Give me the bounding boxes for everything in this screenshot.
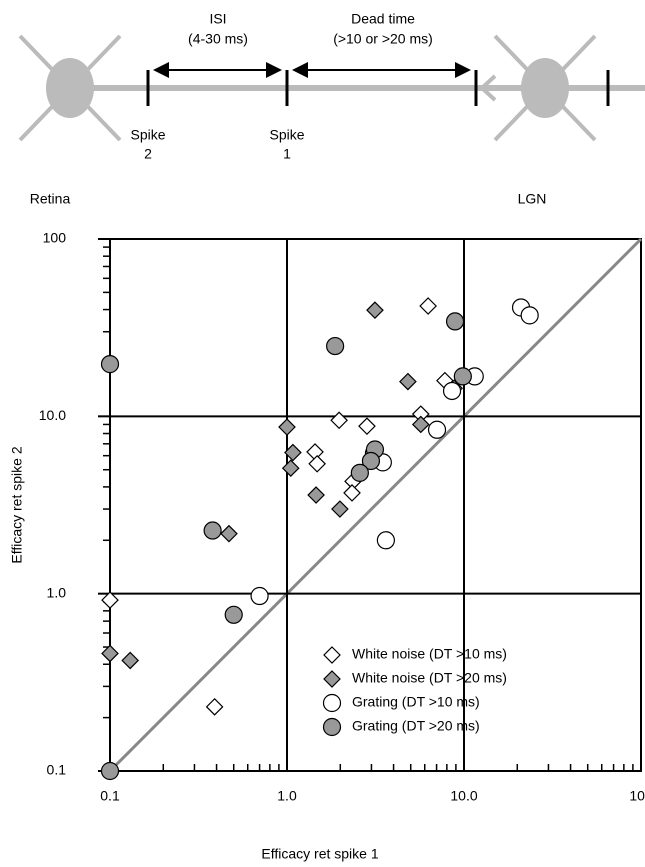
diamond-marker <box>331 412 347 428</box>
diamond-marker <box>279 419 295 435</box>
x-tick-label: 100 <box>629 788 645 804</box>
isi-range: (4-30 ms) <box>188 31 248 47</box>
identity-line <box>110 239 641 771</box>
figure: ISI (4-30 ms) Dead time (>10 or >20 ms) … <box>0 0 645 867</box>
legend-label: Grating (DT >20 ms) <box>352 718 480 734</box>
x-axis-title: Efficacy ret spike 1 <box>261 846 378 862</box>
diamond-marker <box>122 652 138 668</box>
diamond-marker <box>344 485 360 501</box>
legend-label: White noise (DT >20 ms) <box>352 670 507 686</box>
x-tick-label: 0.1 <box>100 788 120 804</box>
spike-label: Spike <box>269 127 304 143</box>
circle-marker <box>204 522 221 539</box>
legend-marker <box>324 647 340 663</box>
diamond-marker <box>309 456 325 472</box>
circle-marker <box>521 307 538 324</box>
circle-marker <box>444 382 461 399</box>
legend-marker <box>324 671 340 687</box>
dead-time-range: (>10 or >20 ms) <box>333 31 433 47</box>
diamond-marker <box>420 298 436 314</box>
circle-marker <box>225 606 242 623</box>
diamond-marker <box>359 418 375 434</box>
diamond-marker <box>367 302 383 318</box>
circle-marker <box>454 368 471 385</box>
y-tick-label: 0.1 <box>47 762 67 778</box>
diamond-marker <box>221 526 237 542</box>
lgn-cell <box>521 58 569 118</box>
y-tick-label: 10.0 <box>39 407 66 423</box>
lgn-label: LGN <box>518 191 547 207</box>
circle-marker <box>327 338 344 355</box>
x-tick-label: 10.0 <box>450 788 477 804</box>
retina-label: Retina <box>30 191 71 207</box>
legend-marker <box>324 695 341 712</box>
circle-marker <box>447 313 464 330</box>
isi-label: ISI <box>209 11 226 27</box>
spike-label: Spike <box>130 127 165 143</box>
diamond-marker <box>400 374 416 390</box>
legend-marker <box>324 719 341 736</box>
circle-marker <box>102 763 119 780</box>
y-tick-label: 1.0 <box>47 584 67 600</box>
diamond-marker <box>413 416 429 432</box>
circle-marker <box>429 421 446 438</box>
diamond-marker <box>283 460 299 476</box>
diamond-marker <box>332 501 348 517</box>
circle-marker <box>351 464 368 481</box>
x-tick-label: 1.0 <box>277 788 297 804</box>
circle-marker <box>102 356 119 373</box>
circle-marker <box>377 532 394 549</box>
spike-label: 1 <box>283 146 291 162</box>
y-axis-title: Efficacy ret spike 2 <box>9 446 25 563</box>
legend-label: Grating (DT >10 ms) <box>352 694 480 710</box>
retina-cell <box>46 58 94 118</box>
diamond-marker <box>308 487 324 503</box>
spike-label: 2 <box>144 146 152 162</box>
y-tick-label: 100 <box>43 230 67 246</box>
legend-label: White noise (DT >10 ms) <box>352 646 507 662</box>
diamond-marker <box>207 699 223 715</box>
diamond-marker <box>102 645 118 661</box>
dead-time-label: Dead time <box>351 11 415 27</box>
circle-marker <box>251 588 268 605</box>
diagram <box>20 36 645 140</box>
